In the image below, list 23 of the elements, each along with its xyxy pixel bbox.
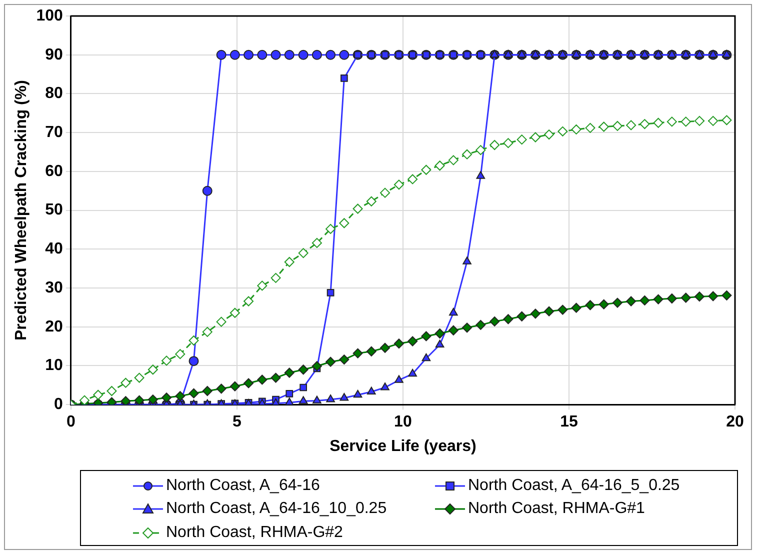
y-tick-label: 30	[45, 279, 63, 296]
x-tick-label: 20	[726, 414, 744, 431]
legend-label: North Coast, RHMA-G#2	[166, 524, 343, 542]
legend-label: North Coast, RHMA-G#1	[468, 500, 645, 518]
y-tick-label: 70	[45, 124, 63, 141]
y-tick-label: 80	[45, 85, 63, 102]
y-tick-label: 60	[45, 162, 63, 180]
x-tick-label: 0	[66, 414, 76, 431]
legend-label: North Coast, A_64-16	[166, 476, 320, 494]
y-tick-label: 50	[45, 202, 63, 219]
y-tick-label: 20	[45, 318, 63, 336]
y-tick-label: 10	[45, 357, 63, 374]
y-tick-label: 90	[45, 46, 63, 64]
legend-label: North Coast, A_64-16_5_0.25	[468, 476, 680, 494]
x-tick-label: 5	[232, 414, 242, 431]
x-tick-label: 10	[394, 414, 412, 431]
x-axis-title: Service Life (years)	[330, 438, 476, 455]
y-tick-label: 100	[36, 7, 63, 24]
y-axis-title: Predicted Wheelpath Cracking (%)	[13, 80, 30, 341]
legend-label: North Coast, A_64-16_10_0.25	[166, 500, 387, 518]
y-tick-label: 0	[54, 396, 63, 414]
x-tick-label: 15	[560, 414, 578, 431]
y-tick-label: 40	[45, 240, 63, 258]
